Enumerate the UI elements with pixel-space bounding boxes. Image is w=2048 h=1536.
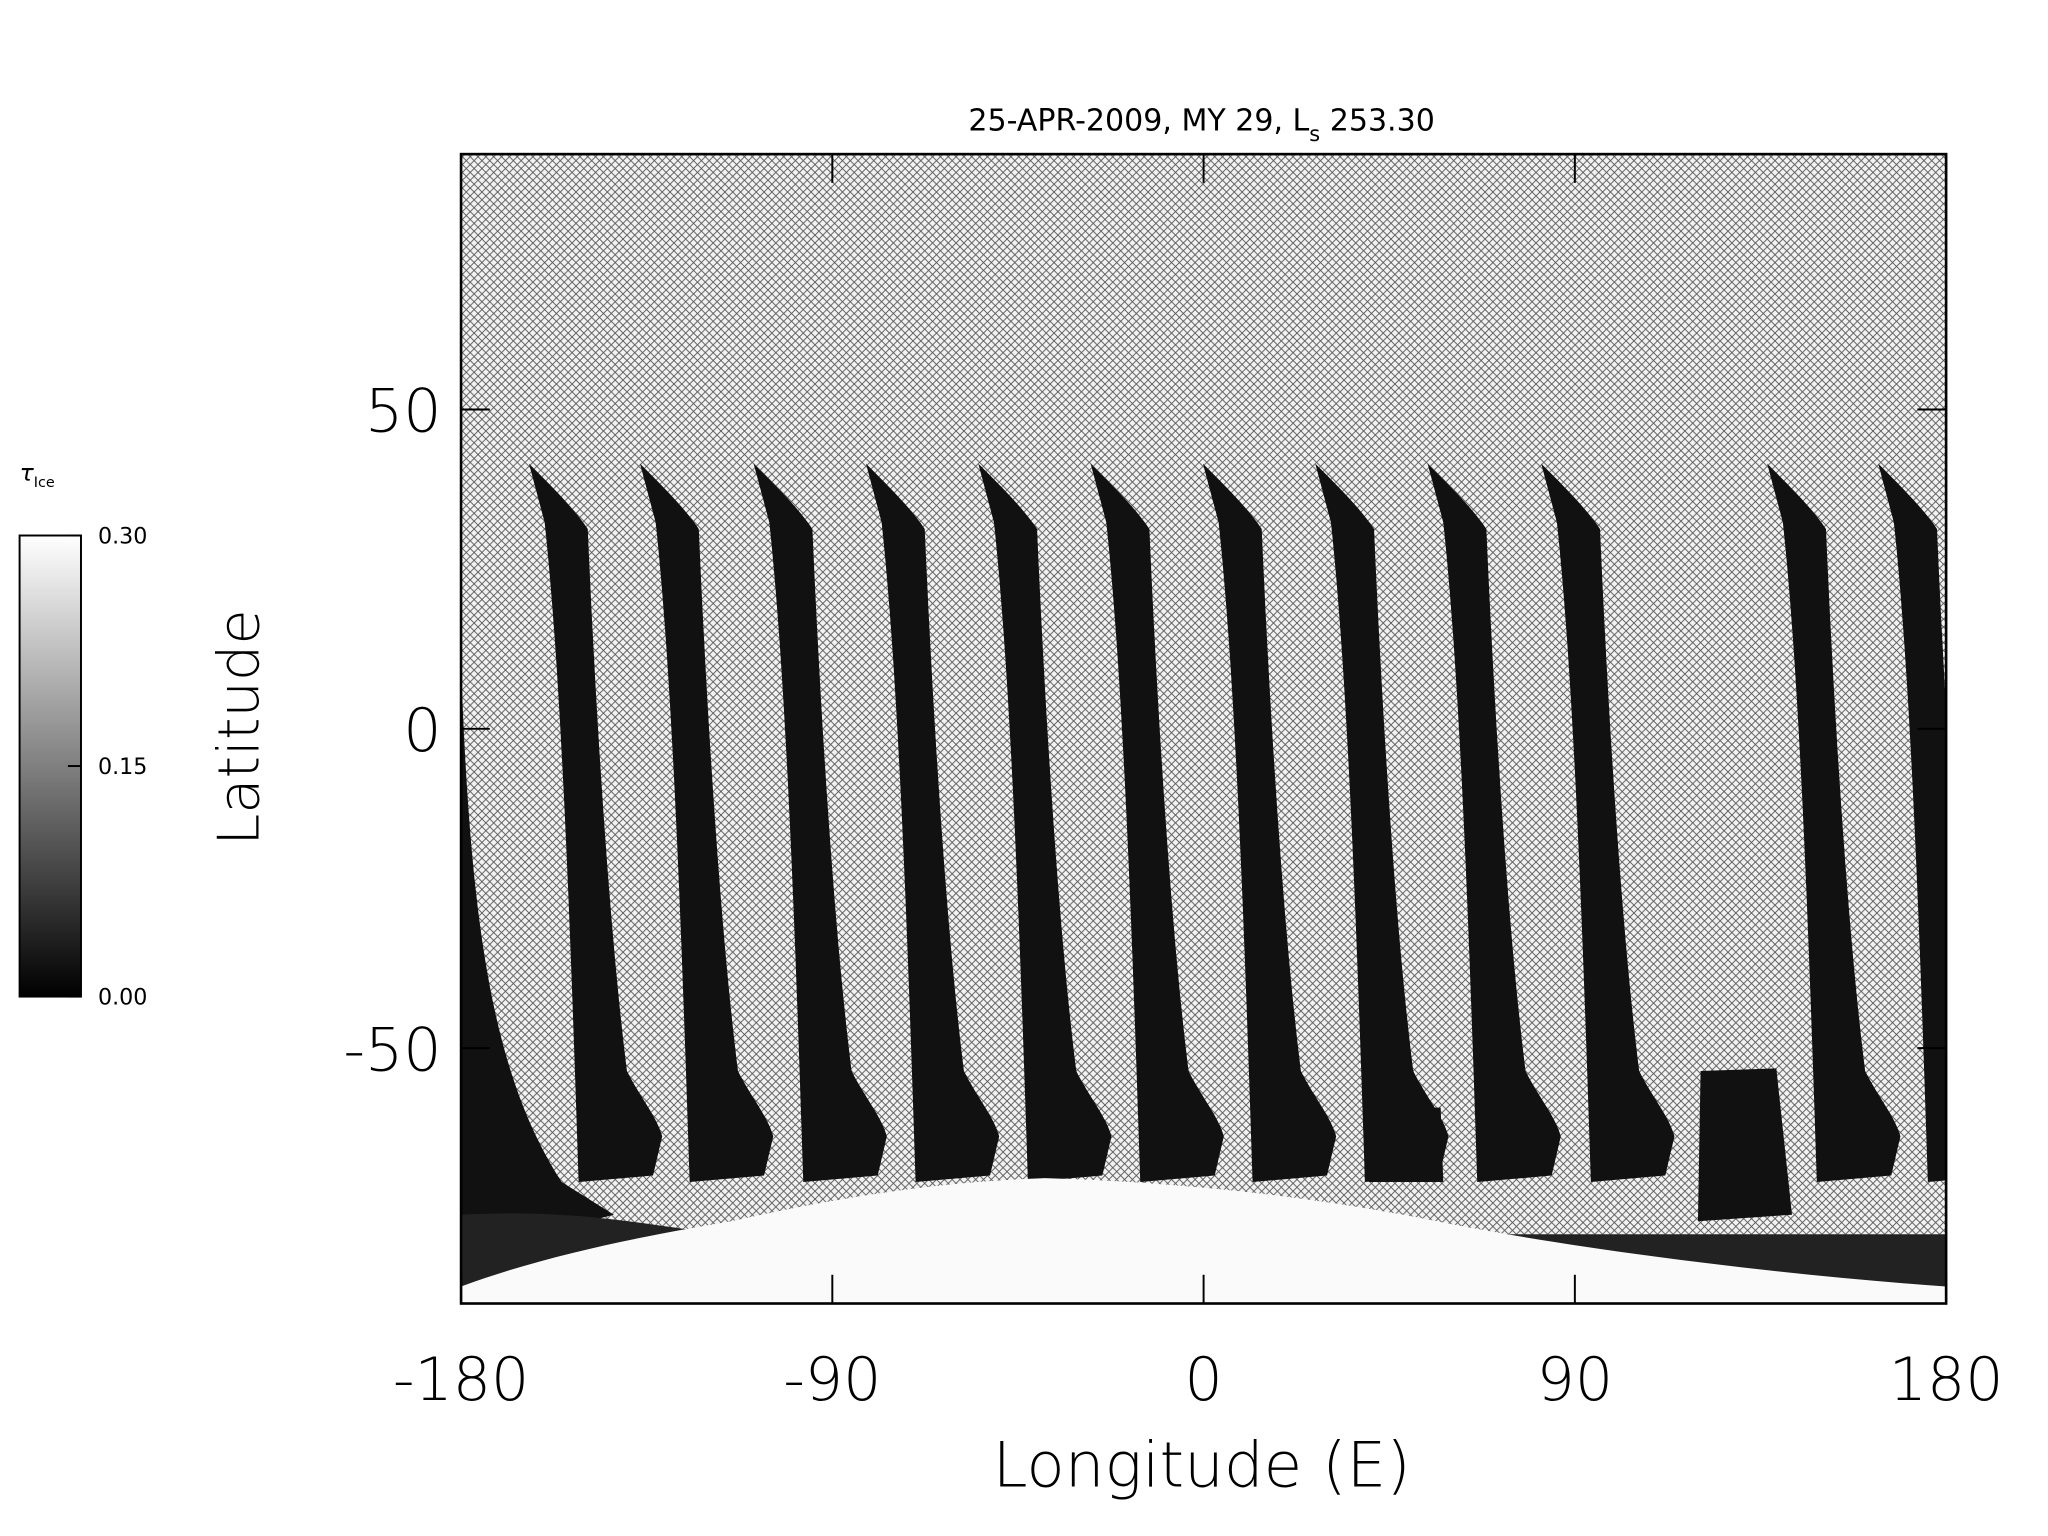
x-tick-label: 0 [1184,1345,1222,1415]
ice-stripe [1202,463,1337,1183]
colorbar-tick-label: 0.15 [98,754,147,780]
colorbar-tick-label: 0.30 [98,523,147,549]
x-tick-label: -90 [783,1345,881,1415]
map-image [461,154,1947,1304]
ice-stripe [753,463,887,1183]
ice-stripe [461,666,614,1254]
y-tick-label: 50 [365,377,441,447]
ice-stripe [528,463,663,1183]
chart-title: 25-APR-2009, MY 29, Ls 253.30 [968,104,1434,146]
x-tick-label: 180 [1889,1345,2004,1415]
ice-stripe [1541,463,1675,1183]
ice-stripe [1697,1068,1792,1222]
ice-stripe [1878,463,1947,1183]
colorbar-tick-label: 0.00 [98,984,147,1010]
ice-stripe [640,463,774,1183]
ice-stripe [978,463,1112,1183]
ice-stripe [1767,463,1901,1183]
polar-cap [461,1178,1947,1304]
ice-stripe [865,463,1000,1183]
ice-stripe [1315,463,1449,1183]
ice-stripe [1427,463,1561,1183]
ice-stripe [1090,463,1224,1183]
y-tick-label: -50 [343,1015,441,1085]
y-tick-label: 0 [403,696,441,766]
x-tick-label: 90 [1537,1345,1613,1415]
ice-stripe [1364,1107,1444,1183]
x-tick-label: -180 [393,1345,529,1415]
x-axis-label: Longitude (E) [993,1428,1411,1501]
colorbar-label: τIce [20,459,55,492]
y-axis-label: Latitude [206,609,273,845]
